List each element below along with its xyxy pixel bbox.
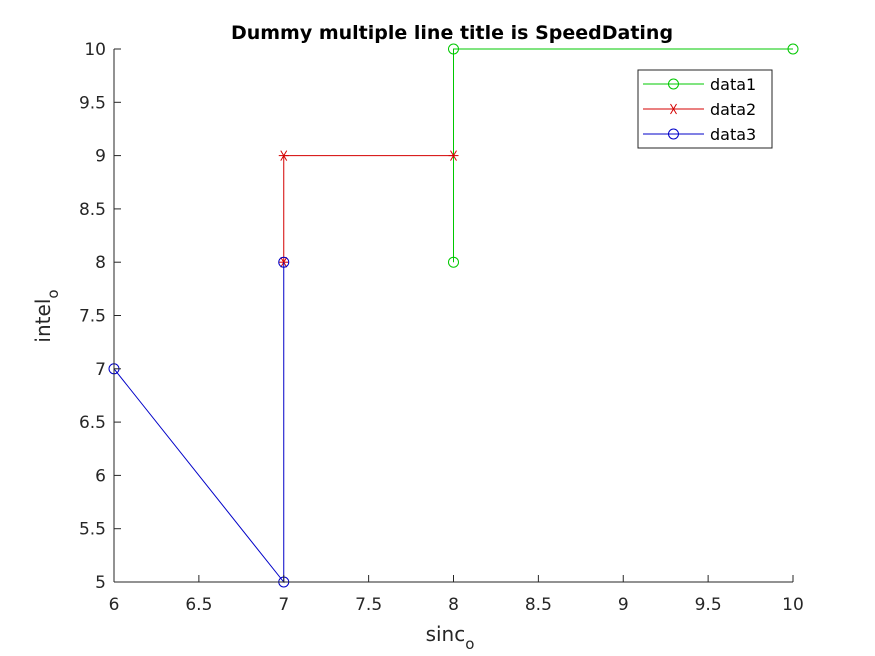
y-tick-label: 8	[95, 253, 106, 273]
legend-item-data1: data1	[643, 75, 756, 94]
x-ticks: 6 6.5 7 7.5 8 8.5 9 9.5 10	[109, 575, 804, 615]
y-axis-label-sub: o	[44, 289, 62, 298]
legend-marker-data3	[668, 128, 679, 140]
data-point-data1-0	[448, 256, 459, 268]
y-tick-label: 5.5	[79, 520, 106, 540]
chart-title: Dummy multiple line title is SpeedDating	[231, 22, 673, 44]
y-tick-label: 9	[95, 147, 106, 167]
legend-item-data2: data2	[643, 100, 756, 119]
y-axis-label-main: intel	[31, 299, 55, 343]
legend-marker-data2	[668, 103, 679, 115]
x-tick-label: 7	[278, 595, 289, 615]
series-data1	[448, 43, 799, 268]
x-tick-label: 6	[109, 595, 120, 615]
x-tick-label: 8	[448, 595, 459, 615]
data-point-data1-1	[448, 43, 459, 55]
legend-marker-data1	[668, 78, 679, 90]
x-axis-label: sinco	[426, 622, 475, 653]
x-axis-label-sub: o	[465, 635, 474, 653]
x-tick-label: 9	[618, 595, 629, 615]
series-data2	[278, 150, 459, 268]
y-tick-label: 9.5	[79, 93, 106, 113]
y-tick-label: 7.5	[79, 307, 106, 327]
legend-label: data1	[710, 75, 756, 94]
data-point-data1-2	[787, 43, 799, 55]
data-point-data2-1	[278, 150, 289, 161]
series-line-data1	[453, 48, 793, 263]
y-tick-label: 7	[95, 360, 106, 380]
data-point-data2-2	[448, 150, 459, 161]
legend-label: data2	[710, 100, 756, 119]
legend-label: data3	[710, 125, 756, 144]
y-tick-label: 6	[95, 466, 106, 486]
x-axis-label-main: sinc	[426, 622, 466, 646]
x-tick-label: 9.5	[695, 595, 722, 615]
x-tick-label: 10	[782, 595, 804, 615]
y-tick-label: 6.5	[79, 413, 106, 433]
y-axis-label: intelo	[31, 289, 62, 342]
series-layer	[108, 43, 799, 588]
data-point-data3-2	[278, 256, 290, 268]
y-ticks: 5 5.5 6 6.5 7 7.5 8 8.5 9 9.5 10	[79, 40, 121, 593]
x-tick-label: 6.5	[185, 595, 212, 615]
y-tick-label: 10	[84, 40, 106, 60]
y-tick-label: 8.5	[79, 200, 106, 220]
x-tick-label: 7.5	[355, 595, 382, 615]
legend: data1 data2 data3	[637, 69, 773, 149]
x-tick-label: 8.5	[525, 595, 552, 615]
y-tick-label: 5	[95, 573, 106, 593]
legend-item-data3: data3	[643, 125, 756, 144]
